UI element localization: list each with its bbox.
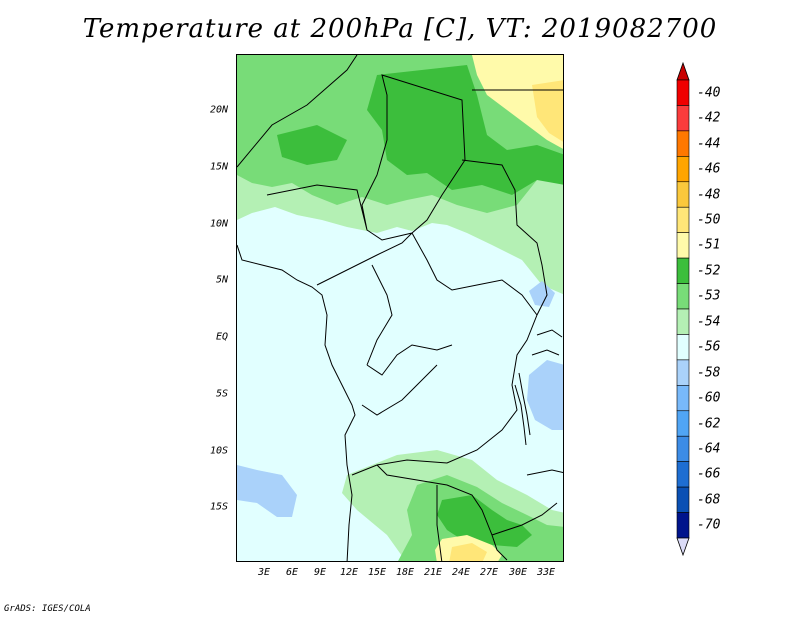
colorbar-label: -58 (697, 365, 721, 381)
colorbar-swatch (676, 283, 690, 310)
lat-label-15s: 15S (209, 501, 228, 513)
colorbar-label: -48 (697, 187, 721, 202)
lon-label-6e: 6E (285, 567, 299, 578)
colorbar-label: -40 (697, 85, 721, 101)
colorbar-label: -56 (697, 339, 721, 355)
lat-label-20n: 20N (209, 104, 228, 116)
temperature-map (236, 54, 564, 562)
lon-label-9e: 9E (313, 567, 327, 578)
lake-outlines (514, 329, 563, 446)
lon-label-27e: 27E (479, 567, 499, 578)
lat-label-15n: 15N (209, 161, 228, 173)
colorbar-label: -54 (697, 314, 721, 330)
colorbar-label: -68 (697, 492, 721, 508)
lat-label-10s: 10S (209, 445, 228, 457)
lon-label-24e: 24E (451, 567, 471, 578)
colorbar-swatch (676, 486, 690, 513)
colorbar-swatch (676, 105, 690, 132)
lat-label-eq: EQ (215, 331, 228, 343)
field-minus51-west (277, 125, 347, 165)
colorbar-label: -51 (697, 237, 721, 253)
lon-label-18e: 18E (395, 567, 415, 578)
lat-label-5n: 5N (215, 274, 228, 286)
colorbar-swatch (676, 156, 690, 183)
colorbar-label: -66 (697, 466, 721, 482)
field-minus56-lake (527, 360, 563, 430)
colorbar-label: -53 (697, 288, 721, 304)
colorbar-swatch (676, 232, 690, 259)
coastline (237, 244, 356, 561)
colorbar-swatch (676, 435, 690, 462)
field-minus50-ne (472, 55, 563, 149)
colorbar-label: -60 (697, 390, 721, 406)
colorbar-label: -64 (697, 441, 721, 457)
field-minus49-ne (532, 80, 563, 142)
field-minus49-south (449, 543, 487, 561)
lon-label-12e: 12E (339, 567, 359, 578)
colorbar-label: -42 (697, 110, 721, 126)
colorbar-swatch (676, 181, 690, 208)
lat-label-10n: 10N (209, 218, 228, 230)
colorbar-label: -46 (697, 161, 721, 177)
field-minus56-east1 (529, 281, 555, 307)
colorbar-swatch (676, 410, 690, 437)
colorbar-label: -70 (697, 517, 721, 533)
colorbar-label: -44 (697, 136, 721, 152)
colorbar-swatch (676, 130, 690, 157)
lon-label-21e: 21E (423, 567, 443, 578)
colorbar-label: -52 (697, 263, 721, 279)
colorbar-label: -50 (697, 212, 721, 228)
colorbar-bottom-cap (676, 537, 690, 556)
field-minus51-south (437, 495, 532, 547)
lon-label-33e: 33E (536, 567, 556, 578)
colorbar-swatch (676, 385, 690, 412)
colorbar-swatch (676, 512, 690, 539)
colorbar-swatch (676, 461, 690, 488)
colorbar-label: -62 (697, 416, 721, 431)
colorbar-swatch (676, 206, 690, 233)
lon-label-3e: 3E (257, 567, 271, 578)
colorbar-swatch (676, 308, 690, 335)
map-title: Temperature at 200hPa [C], VT: 201908270… (82, 14, 718, 44)
field-minus56-sw (237, 465, 297, 517)
field-minus51-north (367, 65, 563, 195)
colorbar-swatch (676, 359, 690, 386)
country-borders (237, 55, 563, 561)
colorbar-swatch (676, 79, 690, 106)
lon-label-15e: 15E (367, 567, 387, 578)
colorbar-swatch (676, 257, 690, 284)
colorbar-swatch (676, 334, 690, 361)
colorbar (676, 62, 690, 556)
lon-label-30e: 30E (508, 567, 528, 578)
grads-credit: GrADS: IGES/COLA (4, 604, 91, 614)
lat-label-5s: 5S (215, 388, 228, 400)
colorbar-top-cap (676, 62, 690, 81)
